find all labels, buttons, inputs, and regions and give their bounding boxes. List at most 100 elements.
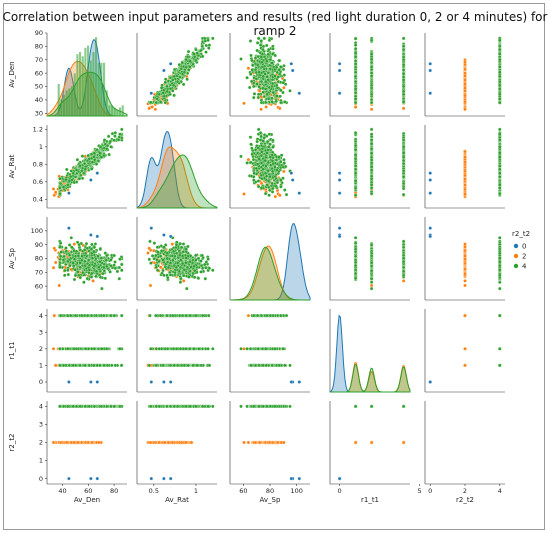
scatter-point xyxy=(183,71,186,74)
scatter-point xyxy=(173,94,176,97)
scatter-point xyxy=(254,68,257,71)
scatter-point xyxy=(249,143,252,146)
scatter-point xyxy=(338,62,341,65)
scatter-point xyxy=(260,61,263,64)
scatter-point xyxy=(239,57,242,60)
scatter-point xyxy=(402,145,405,148)
scatter-point xyxy=(256,140,259,143)
scatter-point xyxy=(164,81,167,84)
scatter-point xyxy=(249,73,252,76)
scatter-point xyxy=(114,131,117,134)
scatter-point xyxy=(105,147,108,150)
scatter-point xyxy=(260,174,263,177)
scatter-point xyxy=(267,161,270,164)
scatter-point xyxy=(160,86,163,89)
scatter-point xyxy=(282,86,285,89)
scatter-point xyxy=(498,87,501,90)
scatter-point xyxy=(259,44,262,47)
scatter-point xyxy=(266,140,269,143)
scatter-point xyxy=(267,97,270,100)
scatter-point xyxy=(58,177,61,180)
scatter-point xyxy=(498,80,501,83)
scatter-point xyxy=(498,84,501,87)
scatter-point xyxy=(290,172,293,175)
scatter-point xyxy=(267,179,270,182)
scatter-point xyxy=(109,140,112,143)
scatter-point xyxy=(463,72,466,75)
scatter-point xyxy=(83,162,86,165)
scatter-point xyxy=(370,165,373,168)
scatter-point xyxy=(498,65,501,68)
scatter-point xyxy=(108,153,111,156)
scatter-point xyxy=(463,174,466,177)
scatter-point xyxy=(402,37,405,40)
hist-bar xyxy=(119,107,121,116)
scatter-point xyxy=(260,186,263,189)
scatter-point xyxy=(84,168,87,171)
scatter-point xyxy=(279,101,282,104)
scatter-point xyxy=(256,63,259,66)
scatter-point xyxy=(271,139,274,142)
scatter-point xyxy=(88,157,91,160)
scatter-point xyxy=(338,92,341,95)
scatter-point xyxy=(260,101,263,104)
scatter-point xyxy=(262,91,265,94)
scatter-point xyxy=(181,61,184,64)
scatter-point xyxy=(370,152,373,155)
scatter-point xyxy=(463,150,466,153)
scatter-point xyxy=(262,45,265,48)
scatter-point xyxy=(54,261,57,264)
scatter-point xyxy=(278,68,281,71)
scatter-point xyxy=(498,175,501,178)
scatter-point xyxy=(354,55,357,58)
scatter-point xyxy=(338,178,341,181)
scatter-point xyxy=(402,151,405,154)
scatter-point xyxy=(74,175,77,178)
scatter-point xyxy=(354,71,357,74)
panel-Av_Den-vs-r1_t1 xyxy=(330,33,410,116)
scatter-point xyxy=(370,128,373,131)
scatter-point xyxy=(271,159,274,162)
scatter-point xyxy=(53,247,56,250)
scatter-point xyxy=(65,168,68,171)
scatter-point xyxy=(194,59,197,62)
scatter-point xyxy=(498,93,501,96)
scatter-point xyxy=(66,183,69,186)
panel-Av_Den-vs-r2_t2 xyxy=(425,33,505,116)
scatter-point xyxy=(247,67,250,70)
scatter-point xyxy=(354,91,357,94)
scatter-point xyxy=(370,147,373,150)
hist-bar xyxy=(116,110,118,116)
scatter-point xyxy=(80,169,83,172)
scatter-point xyxy=(498,168,501,171)
scatter-point xyxy=(242,192,245,195)
scatter-point xyxy=(194,48,197,51)
scatter-point xyxy=(261,65,264,68)
scatter-point xyxy=(429,172,432,175)
panel-Av_Sp-vs-Av_Den xyxy=(47,217,127,300)
scatter-point xyxy=(288,89,291,92)
scatter-point xyxy=(463,183,466,186)
scatter-point xyxy=(463,87,466,90)
scatter-point xyxy=(269,58,272,61)
scatter-point xyxy=(354,168,357,171)
scatter-point xyxy=(264,159,267,162)
scatter-point xyxy=(97,159,100,162)
scatter-point xyxy=(267,145,270,148)
scatter-point xyxy=(402,159,405,162)
scatter-point xyxy=(338,172,341,175)
scatter-point xyxy=(72,172,75,175)
scatter-point xyxy=(257,128,260,131)
scatter-point xyxy=(176,80,179,83)
scatter-point xyxy=(249,39,252,42)
scatter-point xyxy=(354,187,357,190)
scatter-point xyxy=(189,60,192,63)
scatter-point xyxy=(271,62,274,65)
scatter-point xyxy=(498,172,501,175)
scatter-point xyxy=(354,66,357,69)
scatter-point xyxy=(370,156,373,159)
scatter-point xyxy=(282,158,285,161)
scatter-point xyxy=(192,53,195,56)
scatter-point xyxy=(255,77,258,80)
scatter-point xyxy=(166,90,169,93)
